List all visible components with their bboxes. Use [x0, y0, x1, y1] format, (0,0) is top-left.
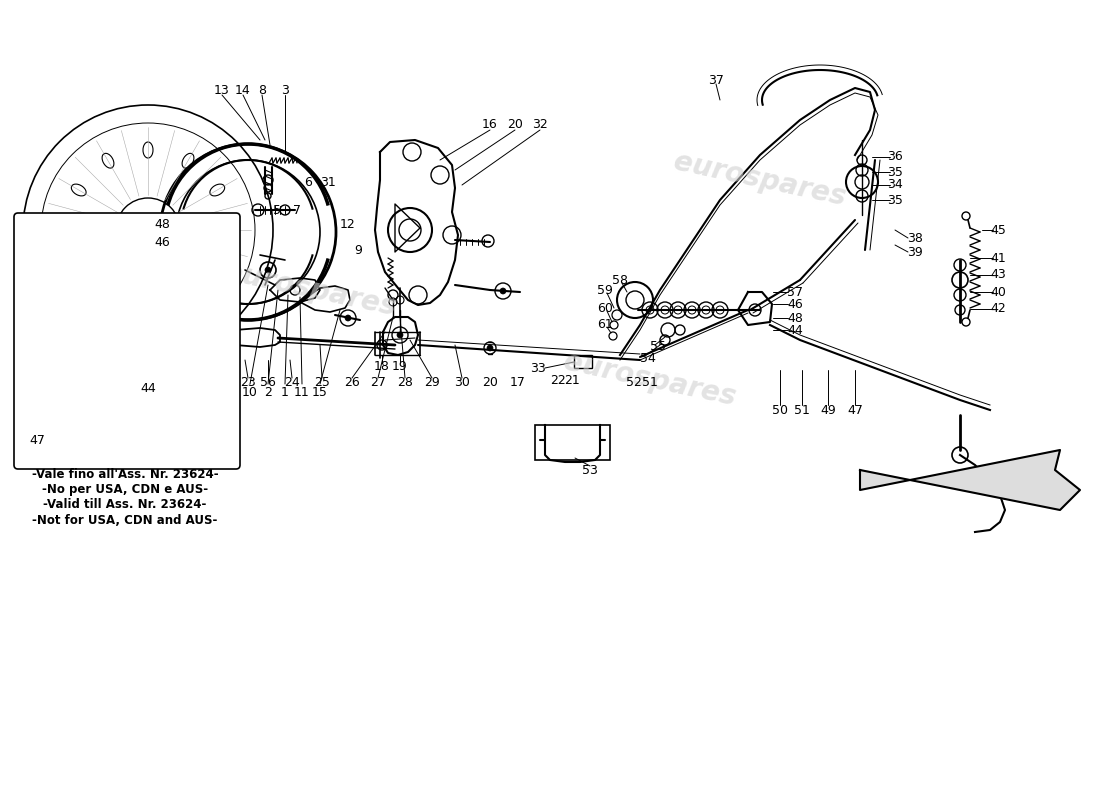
- Text: eurospares: eurospares: [561, 348, 739, 412]
- Text: 59: 59: [597, 283, 613, 297]
- Text: 39: 39: [908, 246, 923, 258]
- Polygon shape: [860, 450, 1080, 510]
- Text: 34: 34: [887, 178, 903, 191]
- Text: -Valid till Ass. Nr. 23624-: -Valid till Ass. Nr. 23624-: [43, 498, 207, 511]
- Text: 8: 8: [258, 83, 266, 97]
- Text: 32: 32: [532, 118, 548, 131]
- Text: 50: 50: [772, 403, 788, 417]
- Text: 44: 44: [140, 382, 156, 394]
- Circle shape: [77, 337, 82, 343]
- Text: 51: 51: [642, 375, 658, 389]
- Text: 15: 15: [312, 386, 328, 398]
- Text: 17: 17: [510, 375, 526, 389]
- Text: 38: 38: [908, 231, 923, 245]
- Text: 12: 12: [340, 218, 356, 231]
- Text: 25: 25: [315, 375, 330, 389]
- Text: 27: 27: [370, 375, 386, 389]
- Text: 45: 45: [990, 223, 1005, 237]
- Bar: [35, 314, 47, 326]
- Text: 20: 20: [482, 375, 498, 389]
- Text: 48: 48: [154, 218, 169, 231]
- Text: 61: 61: [597, 318, 613, 330]
- Text: 47: 47: [847, 403, 862, 417]
- Text: 7: 7: [146, 386, 154, 398]
- Text: 2: 2: [264, 386, 272, 398]
- Text: 54: 54: [640, 351, 656, 365]
- Text: 31: 31: [320, 175, 336, 189]
- Bar: [50, 420, 78, 432]
- Circle shape: [487, 345, 493, 351]
- Text: 26: 26: [344, 375, 360, 389]
- Text: 7: 7: [293, 203, 301, 217]
- Circle shape: [265, 267, 271, 273]
- Text: 28: 28: [397, 375, 412, 389]
- Text: -Vale fino all'Ass. Nr. 23624-: -Vale fino all'Ass. Nr. 23624-: [32, 469, 218, 482]
- Text: 18: 18: [374, 361, 389, 374]
- Text: 21: 21: [564, 374, 580, 386]
- Text: 52: 52: [626, 375, 642, 389]
- Text: 43: 43: [990, 269, 1005, 282]
- Text: 46: 46: [154, 235, 169, 249]
- Text: 31: 31: [162, 386, 178, 398]
- Text: 13: 13: [214, 83, 230, 97]
- Text: 11: 11: [294, 386, 310, 398]
- Text: -No per USA, CDN e AUS-: -No per USA, CDN e AUS-: [42, 483, 208, 497]
- Text: 35: 35: [887, 166, 903, 178]
- Text: 4: 4: [126, 386, 134, 398]
- Text: 58: 58: [612, 274, 628, 286]
- Text: 23: 23: [240, 375, 256, 389]
- Circle shape: [500, 288, 506, 294]
- Circle shape: [107, 287, 113, 293]
- Text: 16: 16: [482, 118, 498, 131]
- Bar: [574, 355, 592, 368]
- Text: 36: 36: [887, 150, 903, 163]
- Text: 30: 30: [454, 375, 470, 389]
- Text: 3: 3: [186, 386, 194, 398]
- Text: 60: 60: [597, 302, 613, 314]
- Text: 41: 41: [990, 251, 1005, 265]
- Text: 42: 42: [990, 302, 1005, 315]
- Text: 29: 29: [425, 375, 440, 389]
- Text: 40: 40: [990, 286, 1005, 298]
- Bar: [535, 425, 611, 460]
- Text: 33: 33: [530, 362, 546, 374]
- Text: 56: 56: [260, 375, 276, 389]
- Circle shape: [397, 332, 403, 338]
- Text: 48: 48: [788, 311, 803, 325]
- Text: 24: 24: [284, 375, 300, 389]
- Text: 1: 1: [282, 386, 289, 398]
- Text: 47: 47: [29, 434, 45, 446]
- Text: -Not for USA, CDN and AUS-: -Not for USA, CDN and AUS-: [32, 514, 218, 526]
- Text: 20: 20: [507, 118, 522, 131]
- FancyBboxPatch shape: [14, 213, 240, 469]
- Text: 53: 53: [582, 463, 598, 477]
- Text: 49: 49: [821, 403, 836, 417]
- Text: 6: 6: [304, 175, 312, 189]
- Text: 14: 14: [235, 83, 251, 97]
- Text: 37: 37: [708, 74, 724, 86]
- Text: eurospares: eurospares: [221, 258, 398, 322]
- Text: 55: 55: [650, 341, 666, 354]
- Text: 35: 35: [887, 194, 903, 206]
- Text: 44: 44: [788, 323, 803, 337]
- Text: 9: 9: [354, 243, 362, 257]
- Text: 51: 51: [794, 403, 810, 417]
- Text: 3: 3: [282, 83, 289, 97]
- Circle shape: [345, 315, 351, 321]
- Text: 19: 19: [392, 361, 408, 374]
- Text: 46: 46: [788, 298, 803, 310]
- Text: 5: 5: [273, 203, 280, 217]
- Text: 10: 10: [242, 386, 257, 398]
- Text: eurospares: eurospares: [671, 148, 849, 212]
- Text: 57: 57: [786, 286, 803, 298]
- Text: 22: 22: [550, 374, 565, 386]
